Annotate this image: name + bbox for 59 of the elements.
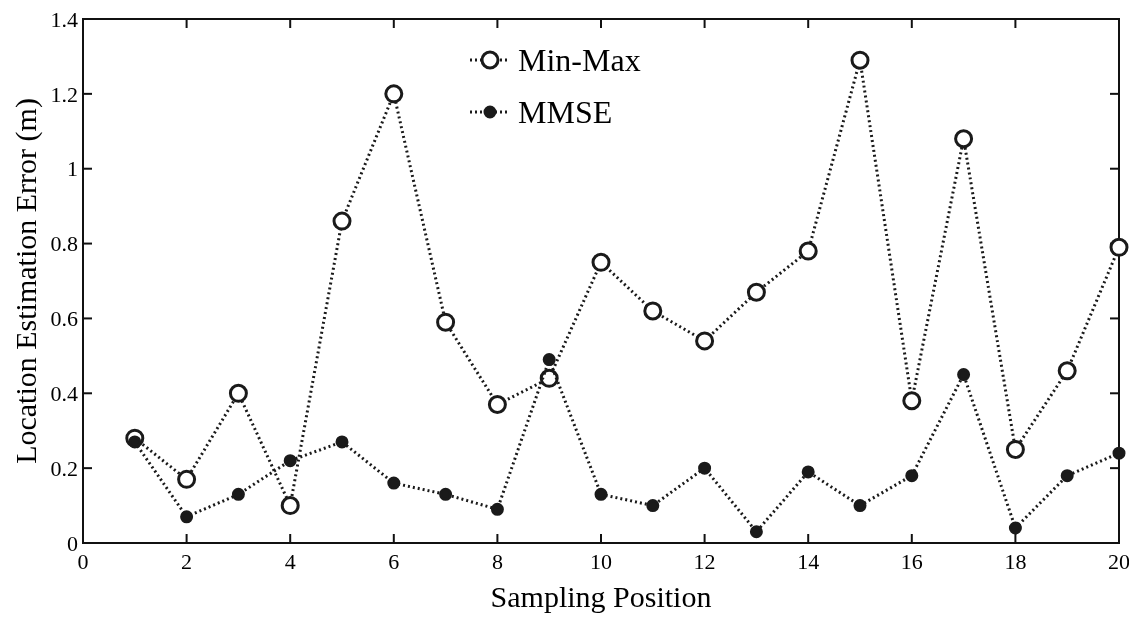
- point: [228, 383, 248, 403]
- point: [905, 469, 919, 483]
- point: [853, 499, 867, 513]
- point: [280, 496, 300, 516]
- point: [749, 525, 763, 539]
- point: [1060, 469, 1074, 483]
- point: [177, 469, 197, 489]
- x-tick-label: 18: [1004, 549, 1027, 574]
- x-tick-label: 4: [284, 549, 296, 574]
- point: [542, 353, 556, 367]
- y-tick-label: 0.6: [50, 306, 78, 332]
- legend-label: Min-Max: [518, 42, 641, 79]
- x-tick-label: 8: [491, 549, 503, 574]
- point: [283, 454, 297, 468]
- y-tick-label: 0.2: [50, 455, 78, 481]
- point: [1112, 446, 1126, 460]
- point: [1109, 237, 1129, 257]
- point: [439, 487, 453, 501]
- point: [231, 487, 245, 501]
- point: [902, 391, 922, 411]
- x-axis-title: Sampling Position: [490, 580, 712, 613]
- point: [1008, 521, 1022, 535]
- y-tick-label: 0.8: [50, 231, 78, 257]
- y-tick-label: 1.4: [50, 6, 78, 32]
- point: [332, 211, 352, 231]
- point: [954, 129, 974, 149]
- point: [801, 465, 815, 479]
- x-tick-label: 2: [181, 549, 193, 574]
- y-tick-label: 0: [67, 530, 78, 556]
- x-tick-label: 20: [1108, 549, 1129, 574]
- point: [850, 50, 870, 70]
- point: [746, 282, 766, 302]
- x-tick-label: 10: [590, 549, 612, 574]
- point: [387, 476, 401, 490]
- point: [957, 368, 971, 382]
- x-tick-label: 6: [388, 549, 400, 574]
- point: [594, 487, 608, 501]
- point: [646, 499, 660, 513]
- point: [487, 395, 507, 415]
- legend-label: MMSE: [518, 94, 613, 131]
- point: [335, 435, 349, 449]
- point: [384, 84, 404, 104]
- y-tick-label: 0.4: [50, 380, 78, 406]
- point: [695, 331, 715, 351]
- point: [698, 461, 712, 475]
- point: [490, 502, 504, 516]
- point: [798, 241, 818, 261]
- y-axis-title: Location Estimation Error (m): [9, 98, 43, 464]
- point: [1057, 361, 1077, 381]
- x-tick-label: 12: [693, 549, 716, 574]
- point: [180, 510, 194, 524]
- y-tick-label: 1.2: [50, 81, 78, 107]
- point: [591, 252, 611, 272]
- point: [643, 301, 663, 321]
- y-tick-label: 1: [67, 156, 78, 182]
- point: [436, 312, 456, 332]
- x-tick-label: 14: [797, 549, 820, 574]
- point: [1005, 439, 1025, 459]
- x-tick-label: 16: [900, 549, 923, 574]
